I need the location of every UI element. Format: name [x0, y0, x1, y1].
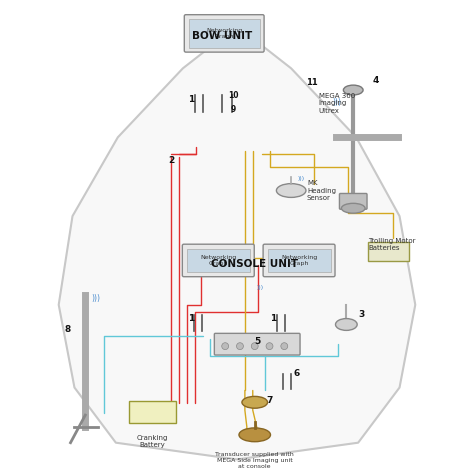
FancyBboxPatch shape	[128, 401, 176, 423]
Text: Networking
Graph: Networking Graph	[206, 28, 242, 39]
Ellipse shape	[276, 183, 306, 197]
FancyBboxPatch shape	[187, 249, 250, 272]
Text: 11: 11	[306, 78, 318, 87]
Text: BOW UNIT: BOW UNIT	[192, 31, 252, 41]
FancyBboxPatch shape	[267, 249, 330, 272]
Ellipse shape	[242, 396, 267, 408]
Text: ))): )))	[332, 98, 341, 107]
Text: ))): )))	[91, 294, 100, 303]
FancyBboxPatch shape	[214, 333, 300, 355]
Text: CONSOLE UNIT: CONSOLE UNIT	[211, 259, 298, 270]
Text: 1: 1	[188, 314, 194, 323]
Text: 1: 1	[270, 314, 276, 323]
Circle shape	[266, 343, 273, 350]
Text: Trolling Motor
Batteries: Trolling Motor Batteries	[368, 238, 416, 251]
FancyBboxPatch shape	[184, 15, 264, 52]
FancyBboxPatch shape	[263, 244, 335, 277]
FancyBboxPatch shape	[189, 19, 260, 48]
Text: MK
Heading
Sensor: MK Heading Sensor	[307, 180, 336, 201]
Ellipse shape	[341, 203, 365, 213]
Text: 8: 8	[64, 325, 71, 334]
Text: 5: 5	[255, 337, 261, 346]
Text: 7: 7	[266, 396, 273, 405]
Text: 9: 9	[230, 105, 236, 114]
FancyBboxPatch shape	[182, 244, 254, 277]
Ellipse shape	[336, 319, 357, 330]
FancyBboxPatch shape	[339, 193, 367, 209]
Text: 3: 3	[358, 310, 364, 319]
Text: ))): )))	[256, 284, 264, 290]
Text: 4: 4	[373, 76, 379, 85]
Text: 6: 6	[294, 369, 300, 378]
Text: MEGA 360
Imaging
Ultrex: MEGA 360 Imaging Ultrex	[319, 93, 355, 114]
Polygon shape	[59, 26, 415, 459]
Ellipse shape	[343, 85, 363, 95]
FancyBboxPatch shape	[368, 242, 410, 262]
Circle shape	[251, 343, 258, 350]
Text: Networking
Graph: Networking Graph	[281, 255, 317, 266]
Text: 2: 2	[168, 156, 174, 165]
Circle shape	[237, 343, 244, 350]
Circle shape	[222, 343, 228, 350]
Text: Cranking
Battery: Cranking Battery	[137, 435, 168, 448]
Text: Networking
Graph: Networking Graph	[200, 255, 237, 266]
Ellipse shape	[239, 428, 271, 442]
Circle shape	[281, 343, 288, 350]
Text: 10: 10	[228, 91, 238, 100]
Text: ))): )))	[297, 176, 304, 181]
Text: 1: 1	[188, 95, 194, 104]
Text: Transducer supplied with
MEGA Side Imaging unit
at console: Transducer supplied with MEGA Side Imagi…	[215, 452, 294, 469]
